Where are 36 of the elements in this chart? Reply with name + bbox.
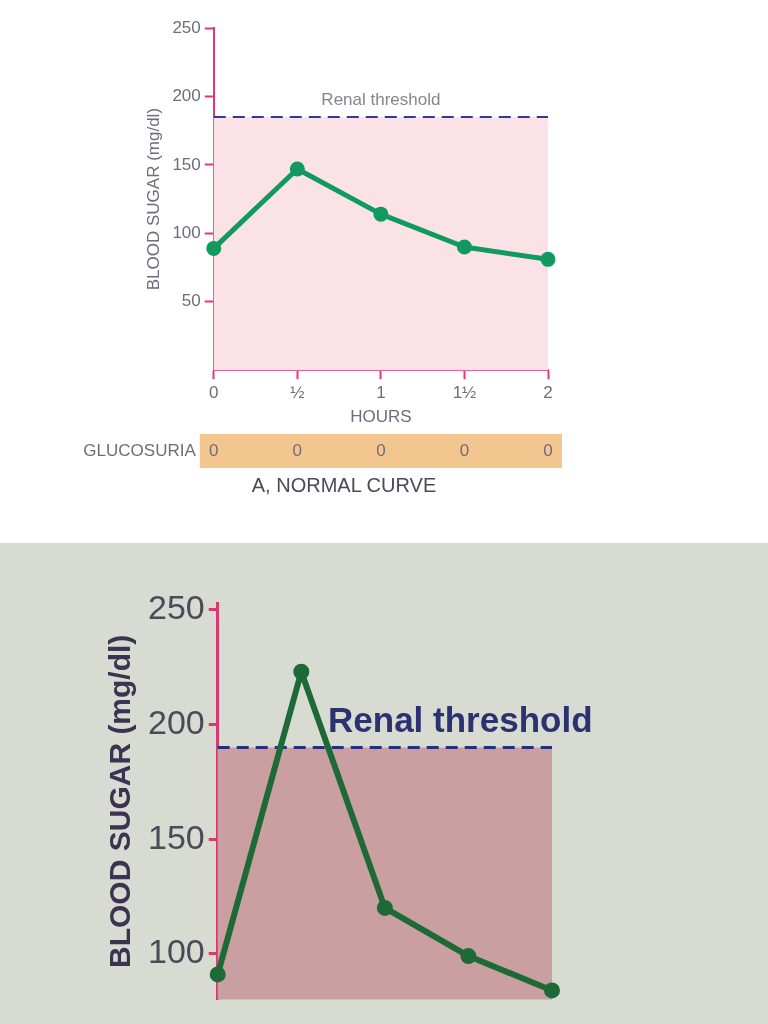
point bbox=[209, 966, 226, 983]
y-tick-label: 50 bbox=[181, 291, 201, 311]
y-tick-label: 200 bbox=[147, 702, 205, 741]
y-tick-label: 200 bbox=[172, 86, 201, 106]
point bbox=[460, 948, 477, 965]
point bbox=[289, 161, 305, 177]
x-tick-label: 1½ bbox=[452, 383, 477, 403]
point bbox=[540, 251, 556, 267]
y-tick-label: 100 bbox=[147, 932, 205, 971]
text: GLUCOSURIA bbox=[83, 440, 197, 460]
text: A, NORMAL CURVE bbox=[251, 473, 437, 496]
point bbox=[293, 663, 310, 680]
text: 0 bbox=[292, 440, 303, 460]
text: 0 bbox=[209, 440, 219, 460]
point bbox=[376, 899, 393, 916]
point bbox=[206, 240, 222, 256]
y-tick-label: 250 bbox=[147, 588, 205, 627]
text: 0 bbox=[376, 440, 386, 460]
point bbox=[373, 206, 389, 222]
y-axis-title: BLOOD SUGAR (mg/dl) bbox=[103, 634, 137, 968]
x-axis-title: HOURS bbox=[350, 407, 412, 427]
y-tick-label: 150 bbox=[147, 817, 205, 856]
y-tick-label: 100 bbox=[172, 223, 201, 243]
x-tick-label: 0 bbox=[209, 383, 219, 403]
text: 0 bbox=[459, 440, 470, 460]
point bbox=[544, 982, 560, 999]
x-tick-label: ½ bbox=[290, 383, 305, 403]
ref-line-label: Renal threshold bbox=[321, 90, 441, 110]
y-axis-title: BLOOD SUGAR (mg/dl) bbox=[143, 107, 163, 291]
y-tick-label: 250 bbox=[172, 17, 201, 37]
y-tick-label: 150 bbox=[172, 154, 201, 174]
ref-line-label: Renal threshold bbox=[328, 699, 593, 739]
x-tick-label: 2 bbox=[543, 383, 553, 403]
text: 0 bbox=[543, 440, 553, 460]
point bbox=[456, 239, 472, 255]
x-tick-label: 1 bbox=[376, 383, 386, 403]
